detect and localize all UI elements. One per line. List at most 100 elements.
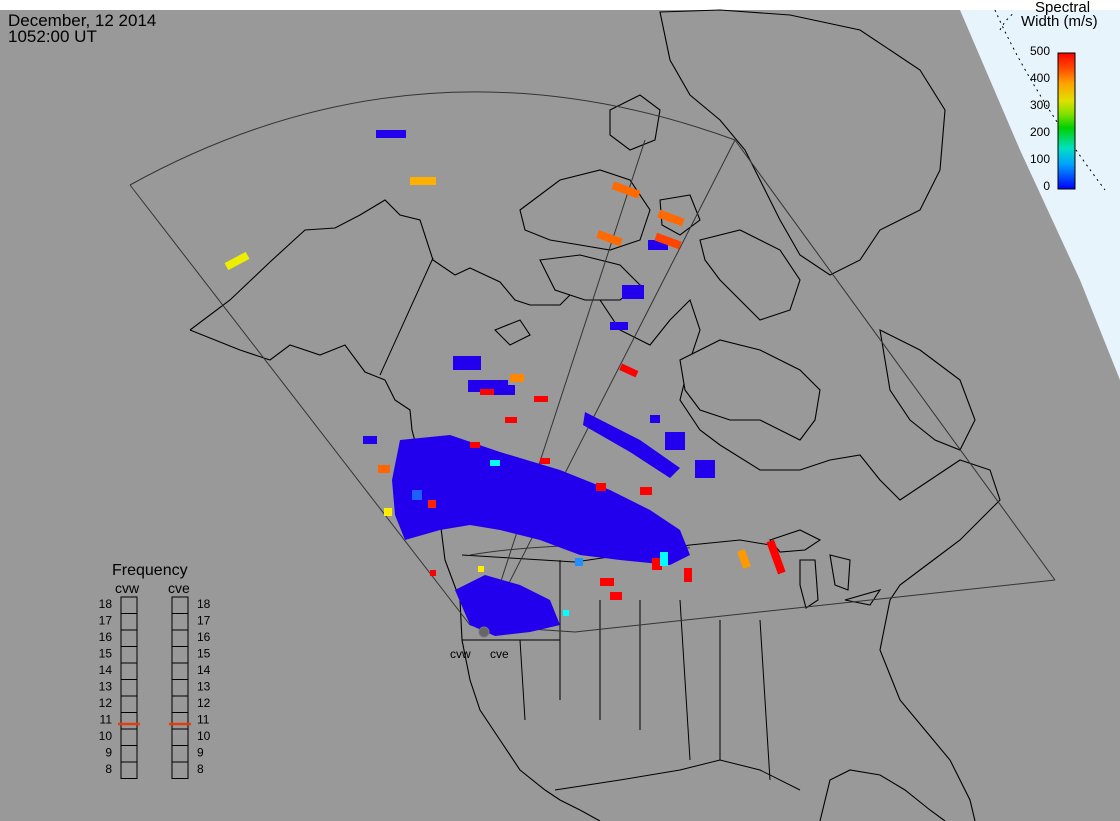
- frequency-tick: 17: [99, 614, 113, 628]
- state-lines: [462, 560, 771, 781]
- scatter-cell: [490, 385, 515, 395]
- frequency-tick: 18: [197, 597, 211, 611]
- top-white-strip: [0, 0, 1120, 10]
- scatter-cell: [453, 356, 481, 370]
- frequency-title: Frequency: [112, 562, 188, 579]
- frequency-column-cve: [171, 596, 189, 779]
- scatter-cell: [695, 460, 715, 478]
- fov-left-edge: [129, 184, 471, 626]
- scatter-cell: [363, 436, 377, 444]
- scatter-cell: [428, 500, 436, 508]
- frequency-tick: 9: [105, 746, 112, 760]
- frequency-tick: 14: [197, 663, 211, 677]
- scatter-cell: [610, 322, 628, 330]
- frequency-tick: 12: [99, 696, 113, 710]
- scatter-cell: [430, 570, 436, 576]
- colorbar-tick: 300: [1030, 98, 1050, 112]
- fov-outer-arc: [129, 91, 736, 186]
- frequency-tick: 16: [197, 630, 211, 644]
- scatter-cell: [534, 396, 548, 402]
- fov-beam-line-1: [484, 139, 646, 631]
- frequency-column-cvw: [120, 596, 138, 779]
- date-label: December, 12 2014: [8, 11, 157, 30]
- colorbar: Spectral Width (m/s) 500 400 300 200 100…: [1021, 0, 1098, 193]
- scatter-cell: [384, 508, 392, 516]
- frequency-label-cvw: cvw: [115, 580, 140, 596]
- scatter-cell: [376, 130, 406, 138]
- frequency-tick: 9: [197, 746, 204, 760]
- frequency-panel: Frequency cvw cve 18 17 16 15 14 13 12 11 10 9 8 1…: [99, 562, 211, 779]
- frequency-tick: 13: [99, 680, 113, 694]
- colorbar-title-line2: Width (m/s): [1021, 13, 1098, 30]
- frequency-tick: 14: [99, 663, 113, 677]
- lake-superior: [769, 529, 822, 553]
- baffin-island: [699, 229, 801, 321]
- station-label-cvw: cvw: [450, 647, 471, 661]
- scatter-cell: [600, 578, 614, 586]
- scatter-cell: [540, 458, 550, 464]
- polar-dotted-circle: [994, 9, 1106, 191]
- frequency-tick: 13: [197, 680, 211, 694]
- frequency-tick: 12: [197, 696, 211, 710]
- scatter-cell: [596, 230, 623, 247]
- frequency-ticks-right: 18 17 16 15 14 13 12 11 10 9 8: [197, 597, 211, 776]
- lake-michigan: [799, 559, 819, 609]
- gulf-coast: [819, 769, 946, 821]
- time-label: 1052:00 UT: [8, 27, 97, 46]
- frequency-tick: 15: [99, 647, 113, 661]
- scatter-cell: [510, 374, 524, 382]
- scatter-cell: [665, 432, 685, 450]
- scatter-cell: [478, 566, 484, 572]
- colorbar-tick: 100: [1030, 152, 1050, 166]
- scatter-cell: [652, 558, 662, 570]
- scatter-arc-east: [583, 412, 680, 478]
- scatter-cell: [410, 177, 436, 185]
- frequency-tick: 11: [100, 713, 113, 727]
- scatter-band-main: [392, 435, 690, 565]
- us-canada-border: [461, 539, 771, 563]
- scatter-cell: [657, 209, 685, 227]
- scatter-cell: [611, 181, 641, 199]
- us-mexico-border: [554, 759, 801, 791]
- scatter-cell: [596, 483, 606, 491]
- scatter-cell: [575, 558, 583, 566]
- colorbar-ticks: 500 400 300 200 100 0: [1030, 44, 1050, 193]
- scatter-cell: [610, 592, 622, 600]
- lake-erie: [844, 589, 882, 606]
- colorbar-tick: 400: [1030, 71, 1050, 85]
- scatter-cell: [640, 487, 652, 495]
- scatter-cell: [737, 549, 751, 569]
- arctic-island-4: [494, 319, 531, 346]
- scatter-cell: [622, 285, 644, 299]
- scatter-cell: [619, 363, 639, 378]
- colorbar-tick: 0: [1043, 179, 1050, 193]
- polar-light-region: [960, 10, 1120, 380]
- frequency-tick: 8: [105, 762, 112, 776]
- scatter-cell: [480, 389, 494, 395]
- borders: [379, 257, 801, 791]
- scatter-cell: [684, 568, 692, 582]
- frequency-tick: 16: [99, 630, 113, 644]
- colorbar-tick: 200: [1030, 125, 1050, 139]
- colorbar-gradient: [1057, 52, 1076, 190]
- scatter-cell: [660, 552, 668, 566]
- scatter-cell: [766, 539, 786, 575]
- frequency-tick: 18: [99, 597, 113, 611]
- scatter-cell: [654, 232, 682, 250]
- scatter-cell: [412, 490, 422, 500]
- radar-station-marker: [478, 626, 490, 638]
- frequency-cell: [171, 761, 189, 779]
- hudson-bay: [679, 339, 821, 441]
- scatter-cell: [224, 251, 250, 271]
- fov-right-edge: [734, 139, 1056, 581]
- frequency-tick: 8: [197, 762, 204, 776]
- frequency-ticks-left: 18 17 16 15 14 13 12 11 10 9 8: [99, 597, 113, 776]
- frequency-tick: 17: [197, 614, 211, 628]
- greenland: [659, 9, 946, 276]
- station-label-cve: cve: [490, 647, 509, 661]
- frequency-tick: 11: [197, 713, 210, 727]
- scatter-cell: [563, 610, 569, 616]
- lake-huron: [829, 554, 851, 591]
- scatter-cell: [648, 240, 668, 250]
- scatter-cell: [490, 460, 500, 466]
